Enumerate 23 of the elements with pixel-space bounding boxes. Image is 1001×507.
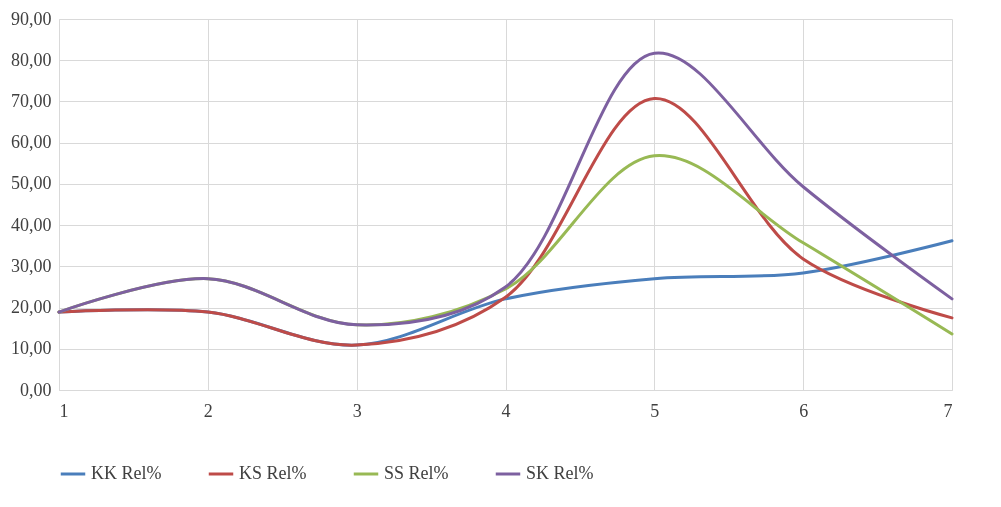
y-tick-label: 20,00 [11, 297, 52, 318]
line-series [57, 97, 954, 347]
x-tick-label: 4 [501, 400, 511, 421]
y-tick-label: 60,00 [11, 132, 52, 153]
y-tick-label: 30,00 [11, 255, 52, 276]
legend-label: SK Rel% [526, 463, 594, 483]
x-tick-label: 1 [59, 400, 69, 421]
x-tick-label: 3 [352, 400, 362, 421]
y-tick-label: 90,00 [11, 8, 52, 29]
line-series [57, 51, 954, 327]
y-tick-label: 0,00 [20, 379, 52, 400]
y-tick-label: 50,00 [11, 173, 52, 194]
y-tick-label: 40,00 [11, 214, 52, 235]
x-tick-label: 5 [650, 400, 660, 421]
y-tick-label: 80,00 [11, 49, 52, 70]
y-tick-label: 70,00 [11, 90, 52, 111]
y-tick-label: 10,00 [11, 338, 52, 359]
x-tick-label: 6 [799, 400, 809, 421]
x-tick-label: 7 [943, 400, 953, 421]
legend-label: KK Rel% [91, 463, 162, 483]
x-tick-label: 2 [203, 400, 213, 421]
legend-label: SS Rel% [384, 463, 449, 483]
legend-label: KS Rel% [239, 463, 307, 483]
